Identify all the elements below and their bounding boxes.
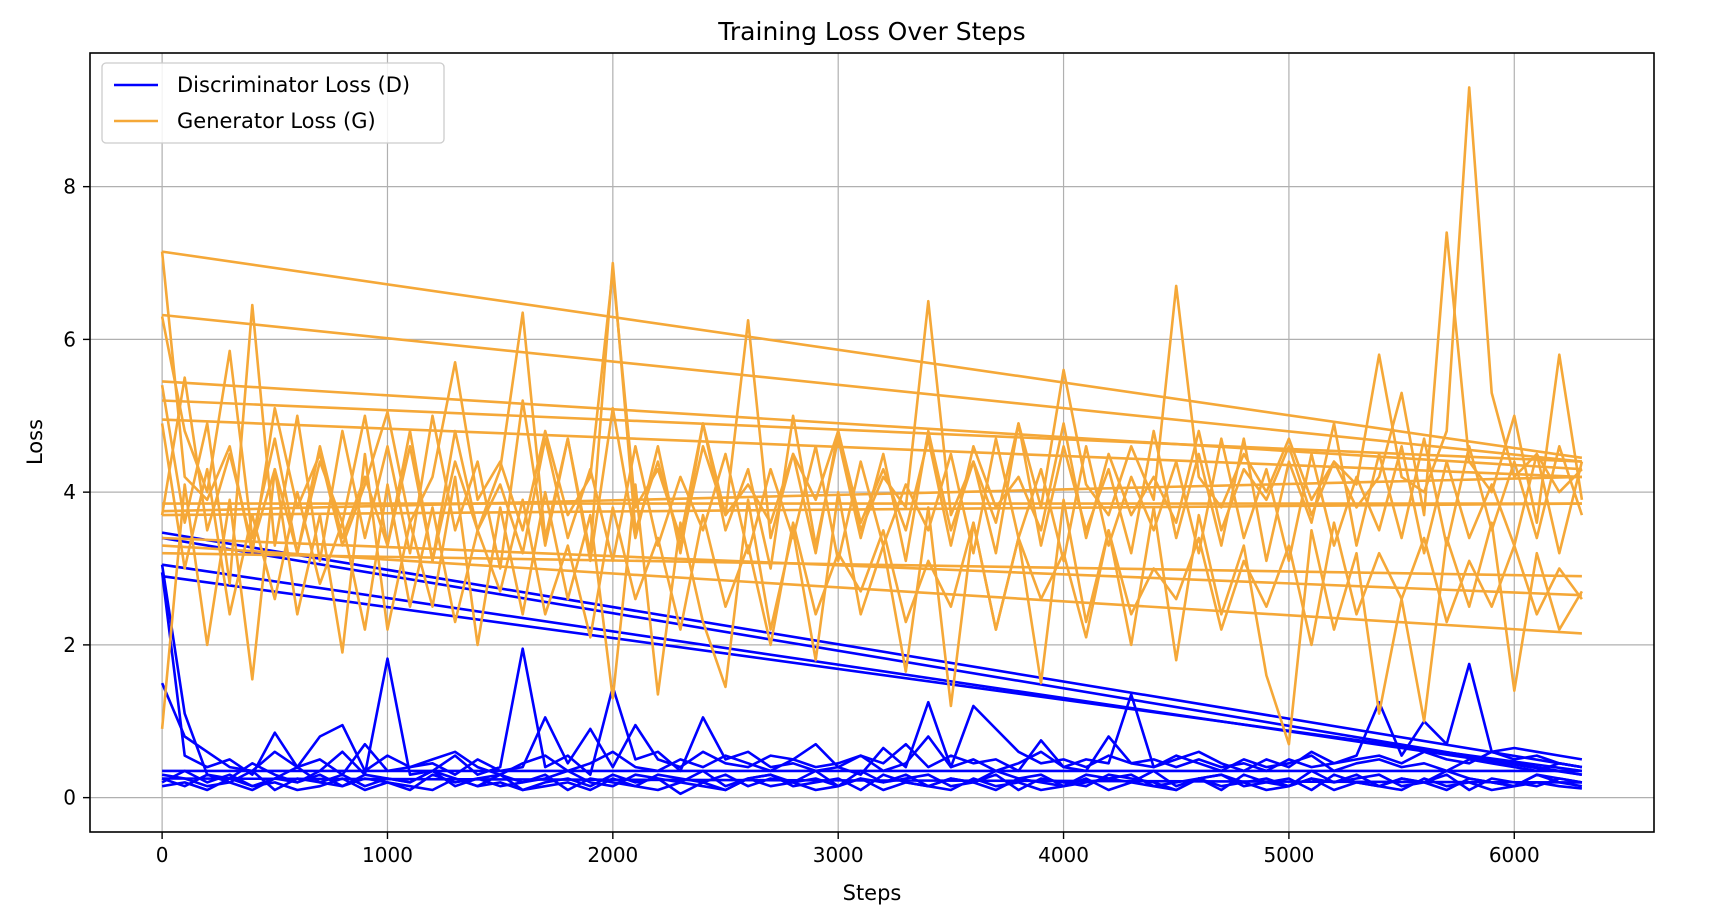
chart-title: Training Loss Over Steps — [717, 17, 1025, 46]
series-line — [162, 502, 1582, 517]
legend: Discriminator Loss (D) Generator Loss (G… — [101, 62, 445, 144]
plot-frame — [89, 52, 1655, 833]
y-tick-label: 8 — [63, 175, 76, 199]
series-line — [162, 544, 1582, 635]
series-line — [162, 380, 1582, 471]
x-tick-label: 0 — [156, 843, 169, 867]
x-tick-label: 1000 — [362, 843, 413, 867]
series-line — [161, 313, 1583, 463]
y-axis-label: Loss — [23, 419, 47, 465]
legend-entry-d: Discriminator Loss (D) — [177, 73, 410, 97]
y-tick-label: 6 — [63, 327, 76, 351]
series-line — [161, 773, 1583, 792]
series-line — [160, 423, 1583, 647]
y-tick-label: 0 — [63, 786, 76, 810]
series-line — [160, 682, 1583, 776]
ticks: 0 1000 2000 3000 4000 5000 6000 0 2 4 6 8 — [63, 175, 1539, 867]
series-discriminator — [160, 531, 1583, 796]
x-tick-label: 4000 — [1038, 843, 1089, 867]
series-line — [161, 574, 1583, 773]
legend-box — [101, 62, 445, 144]
series-line — [162, 536, 1582, 597]
series-line — [162, 475, 1582, 513]
x-axis-label: Steps — [843, 881, 902, 905]
grid — [90, 53, 1654, 832]
y-tick-label: 4 — [63, 480, 76, 504]
series-generator — [160, 86, 1584, 746]
series-line — [162, 551, 1582, 578]
series-line — [161, 563, 1583, 776]
series-line — [160, 452, 1584, 746]
series-line — [161, 777, 1583, 792]
x-tick-label: 6000 — [1489, 843, 1540, 867]
series-line — [160, 572, 1583, 776]
series-line — [162, 418, 1582, 479]
x-tick-label: 2000 — [587, 843, 638, 867]
legend-entry-g: Generator Loss (G) — [177, 109, 376, 133]
series-line — [162, 399, 1582, 463]
series-line — [161, 250, 1583, 460]
x-tick-label: 3000 — [813, 843, 864, 867]
y-tick-label: 2 — [63, 633, 76, 657]
series-line — [160, 303, 1584, 586]
series-line — [160, 564, 1583, 784]
series-line — [162, 777, 1582, 784]
x-tick-label: 5000 — [1263, 843, 1314, 867]
series-layer — [160, 86, 1584, 796]
